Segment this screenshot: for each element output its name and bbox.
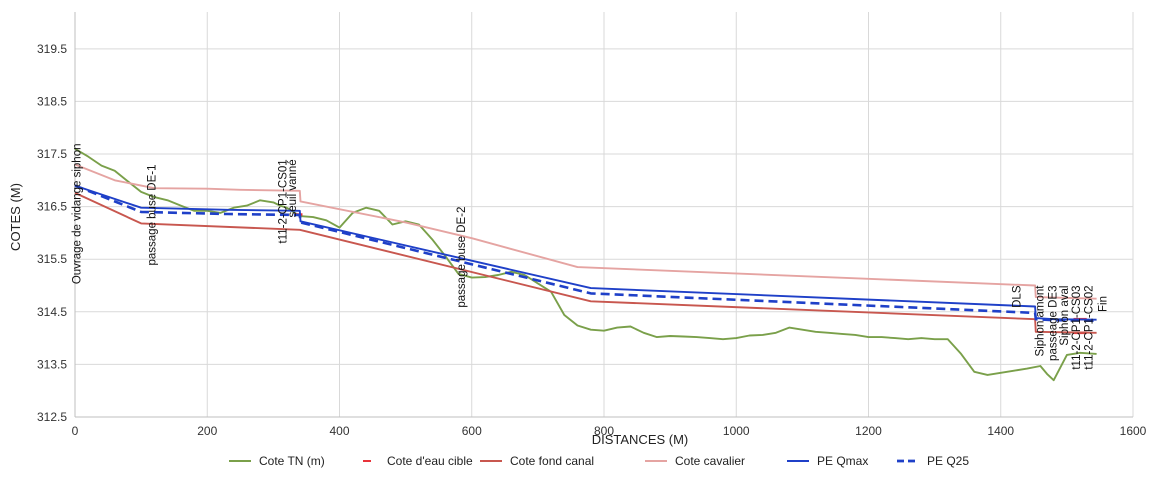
y-tick-label: 315.5	[37, 252, 67, 266]
annotation-label: DLS	[1012, 285, 1024, 308]
annotation-label: Fin	[1098, 296, 1110, 312]
annotation-label: t11-2-CP1-CS02	[1084, 286, 1096, 370]
y-tick-label: 316.5	[37, 200, 67, 214]
annotation-label: Siphon amont	[1035, 285, 1047, 357]
x-tick-label: 1000	[723, 424, 750, 438]
pe-q25-line	[74, 184, 1097, 322]
x-axis-title: DISTANCES (M)	[592, 432, 689, 447]
legend-entry-pe-q25: PE Q25	[927, 454, 969, 468]
annotation-label: passage buse DE-2	[456, 207, 468, 308]
annotation-label: passeage DE3	[1047, 286, 1059, 361]
y-tick-label: 319.5	[37, 42, 67, 56]
legend: Cote TN (m) Cote d'eau cible Cote fond can…	[229, 454, 969, 468]
cote-fond-canal-line	[74, 192, 1097, 334]
axes: 0 200 400 600 800 1000 1200 1400 1600 312.5 313.5 3…	[37, 12, 1147, 438]
annotation-label: t11-2-CP1-CS03	[1071, 286, 1083, 370]
x-tick-label: 1600	[1120, 424, 1147, 438]
legend-entry-cote-d-eau-cible: Cote d'eau cible	[387, 454, 473, 468]
x-tick-label: 600	[462, 424, 482, 438]
annotations: Ouvrage de vidange siphon passage buse DE…	[71, 144, 1109, 370]
cote-cavalier-line	[74, 163, 1097, 300]
x-tick-label: 0	[72, 424, 79, 438]
x-tick-label: 1400	[987, 424, 1014, 438]
y-tick-label: 318.5	[37, 94, 67, 108]
x-tick-label: 400	[329, 424, 349, 438]
annotation-label: seuil vanné	[287, 159, 299, 217]
cote-tn-m-line	[74, 147, 1097, 382]
x-tick-label: 800	[594, 424, 614, 438]
y-tick-label: 312.5	[37, 410, 67, 424]
y-axis-title: COTES (M)	[8, 183, 23, 251]
series-lines	[74, 147, 1097, 382]
x-tick-label: 1200	[855, 424, 882, 438]
annotation-label: t11-2-CP1-CS01	[278, 159, 290, 243]
annotation-label: passage buse DE-1	[147, 165, 159, 266]
legend-entry-pe-qmax: PE Qmax	[817, 454, 868, 468]
y-tick-label: 313.5	[37, 357, 67, 371]
legend-entry-cote-cavalier: Cote cavalier	[675, 454, 745, 468]
y-tick-label: 314.5	[37, 305, 67, 319]
annotation-label: Siphon aval	[1059, 286, 1071, 346]
annotation-label: Ouvrage de vidange siphon	[71, 144, 83, 285]
legend-entry-cote-fond-canal: Cote fond canal	[510, 454, 594, 468]
legend-entry-cote-tn-m: Cote TN (m)	[259, 454, 325, 468]
x-tick-label: 200	[197, 424, 217, 438]
y-tick-label: 317.5	[37, 147, 67, 161]
